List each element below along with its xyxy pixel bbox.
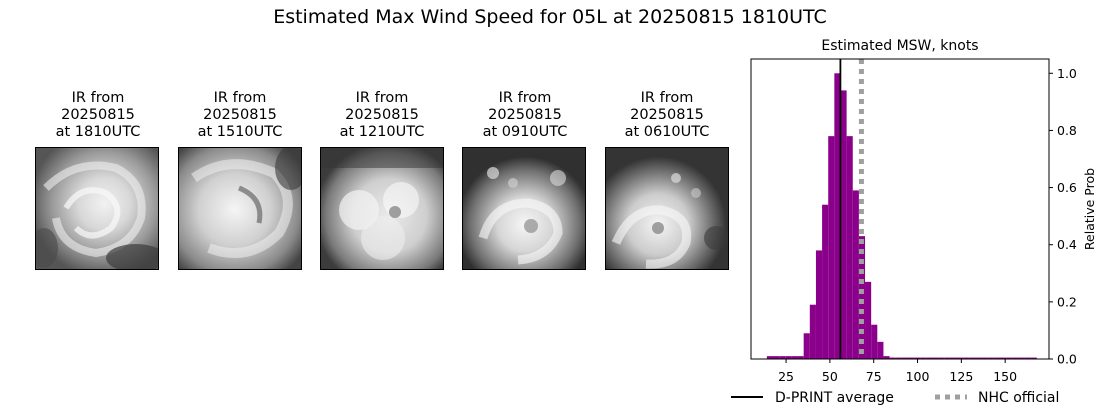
ir-panel-title-2: IR from 20250815 at 1510UTC — [197, 90, 283, 140]
histogram-bar — [809, 304, 816, 359]
ir-image-1 — [35, 147, 159, 270]
histogram-bar — [914, 357, 921, 359]
histogram-bar — [779, 356, 786, 359]
chart-title: Estimated MSW, knots — [821, 38, 978, 54]
histogram-bar — [871, 324, 878, 359]
histogram-bar — [865, 281, 872, 359]
ir-panel-title-4: IR from 20250815 at 0910UTC — [482, 90, 568, 140]
x-tick-label: 25 — [778, 369, 794, 384]
y-tick-label: 0.0 — [1057, 352, 1077, 367]
ir-image-3 — [320, 147, 444, 270]
histogram-bar — [858, 236, 866, 359]
histogram-bar — [846, 136, 853, 359]
legend-dprint-label: D-PRINT average — [775, 390, 894, 406]
x-tick-label: 100 — [906, 369, 930, 384]
histogram-bar — [822, 204, 829, 359]
histogram-bar — [926, 357, 933, 359]
y-axis-label: Relative Prob — [1082, 168, 1097, 250]
histogram-bar — [1024, 357, 1031, 359]
histogram-bar — [889, 357, 896, 359]
ir-panel-title-1: IR from 20250815 at 1810UTC — [55, 90, 141, 140]
x-tick-label: 125 — [949, 369, 973, 384]
histogram-bar — [1000, 357, 1007, 359]
histogram-bar — [938, 357, 945, 359]
ir-image-5 — [605, 147, 729, 270]
histogram-bar — [1006, 357, 1013, 359]
histogram-bar — [877, 341, 884, 359]
legend-nhc-label: NHC official — [978, 390, 1059, 406]
histogram-bar — [975, 357, 982, 359]
histogram-bar — [883, 356, 890, 359]
histogram-bar — [1018, 357, 1025, 359]
histogram-bar — [815, 250, 823, 359]
histogram-bar — [791, 356, 798, 359]
y-tick-label: 0.6 — [1057, 180, 1077, 195]
histogram-bar — [840, 90, 847, 359]
y-tick-label: 0.4 — [1057, 237, 1077, 252]
histogram-bar — [1030, 357, 1037, 359]
histogram-bar — [766, 356, 773, 359]
histogram-bar — [987, 357, 994, 359]
histogram-bar — [797, 356, 804, 359]
histogram-bar — [981, 357, 988, 359]
y-tick-label: 0.8 — [1057, 123, 1077, 138]
histogram-bar — [785, 356, 792, 359]
plot-frame — [750, 58, 1050, 360]
histogram-bar — [803, 333, 810, 359]
x-tick-label: 50 — [822, 369, 838, 384]
histogram-bar — [895, 357, 902, 359]
ir-panel-title-3: IR from 20250815 at 1210UTC — [339, 90, 425, 140]
y-tick-label: 0.2 — [1057, 294, 1077, 309]
histogram-bar — [957, 357, 964, 359]
histogram-bar — [834, 73, 841, 360]
histogram-bar — [944, 357, 951, 359]
histogram-bar — [907, 357, 915, 359]
histogram-bar — [993, 357, 1001, 359]
histogram-bar — [772, 356, 780, 359]
ir-image-2 — [178, 147, 302, 270]
histogram-bar — [963, 357, 970, 359]
ir-image-4 — [462, 147, 586, 270]
y-tick-label: 1.0 — [1057, 66, 1077, 81]
chart-legend: D-PRINT average NHC official — [731, 390, 1059, 406]
histogram-bar — [920, 357, 927, 359]
ir-panel-title-5: IR from 20250815 at 0610UTC — [624, 90, 710, 140]
histogram-bar — [901, 357, 908, 359]
histogram-bar — [1012, 357, 1019, 359]
histogram-bar — [932, 357, 939, 359]
histogram-bar — [969, 357, 976, 359]
histogram-bar — [950, 357, 958, 359]
figure-title: Estimated Max Wind Speed for 05L at 2025… — [273, 6, 827, 28]
x-tick-label: 75 — [866, 369, 882, 384]
x-tick-label: 150 — [993, 369, 1017, 384]
histogram-bar — [852, 190, 859, 359]
histogram-bar — [828, 136, 835, 359]
